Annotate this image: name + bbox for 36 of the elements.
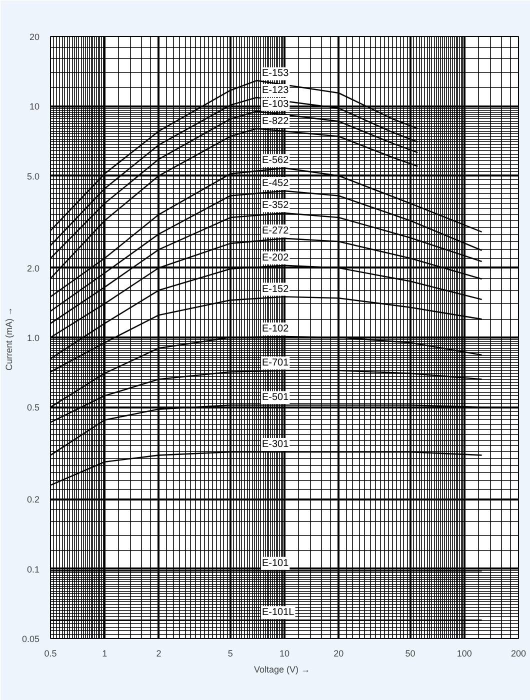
series-label: E-301 <box>262 438 290 450</box>
x-tick-label: 50 <box>405 648 416 658</box>
series-label: E-701 <box>262 358 290 369</box>
x-tick-label: 0.5 <box>44 648 57 658</box>
series-label: E-153 <box>262 68 290 80</box>
y-tick-label: 0.2 <box>26 494 40 505</box>
y-axis-title: Current (mA) → <box>4 306 14 371</box>
x-tick-label: 20 <box>334 648 344 658</box>
y-tick-label: 2.0 <box>26 263 40 274</box>
y-tick-label: 10 <box>29 102 40 112</box>
y-tick-label: 5.0 <box>26 171 40 182</box>
series-label: E-103 <box>262 98 290 110</box>
series-label: E-822 <box>262 116 290 127</box>
x-tick-label: 2 <box>156 648 162 658</box>
series-label: E-202 <box>262 252 290 264</box>
series-label: E-101 <box>262 558 290 569</box>
y-tick-label: 0.1 <box>26 564 40 574</box>
y-tick-label: 0.5 <box>26 402 40 413</box>
x-tick-label: 200 <box>510 648 526 658</box>
series-label: E-352 <box>262 200 290 212</box>
series-label: E-101L <box>262 607 295 618</box>
x-axis-title: Voltage (V) → <box>254 664 310 674</box>
y-tick-label: 20 <box>29 32 40 42</box>
series-label: E-501 <box>262 392 290 404</box>
x-tick-label: 10 <box>279 648 290 658</box>
series-label: E-123 <box>262 85 290 96</box>
x-tick-label: 1 <box>102 648 108 658</box>
series-label: E-102 <box>262 324 290 335</box>
x-tick-label: 100 <box>456 648 472 658</box>
y-tick-label: 0.05 <box>22 634 40 644</box>
series-label: E-452 <box>262 178 290 189</box>
series-label: E-272 <box>262 225 290 236</box>
series-label: E-152 <box>262 284 290 295</box>
y-tick-label: 1.0 <box>26 333 40 343</box>
series-label: E-562 <box>262 155 290 166</box>
x-tick-label: 5 <box>228 648 233 658</box>
